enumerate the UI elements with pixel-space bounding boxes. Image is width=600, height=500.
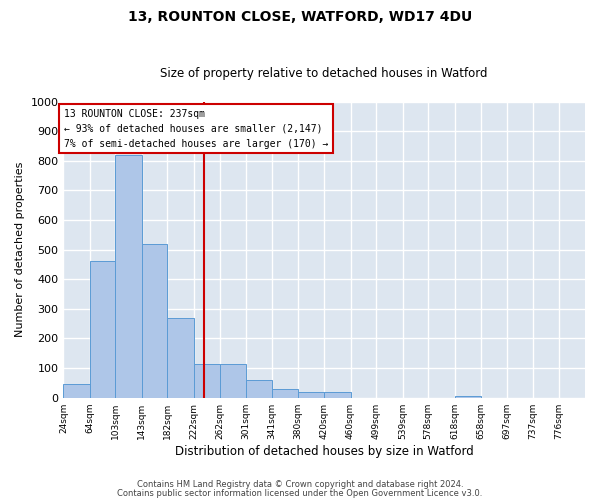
Bar: [455, 396, 481, 398]
Bar: [324, 392, 350, 398]
X-axis label: Distribution of detached houses by size in Watford: Distribution of detached houses by size …: [175, 444, 473, 458]
Text: Contains HM Land Registry data © Crown copyright and database right 2024.: Contains HM Land Registry data © Crown c…: [137, 480, 463, 489]
Text: 13 ROUNTON CLOSE: 237sqm
← 93% of detached houses are smaller (2,147)
7% of semi: 13 ROUNTON CLOSE: 237sqm ← 93% of detach…: [64, 109, 328, 148]
Bar: [64, 384, 90, 398]
Bar: [272, 389, 298, 398]
Bar: [194, 364, 220, 398]
Bar: [220, 364, 246, 398]
Bar: [246, 380, 272, 398]
Bar: [298, 392, 324, 398]
Text: 13, ROUNTON CLOSE, WATFORD, WD17 4DU: 13, ROUNTON CLOSE, WATFORD, WD17 4DU: [128, 10, 472, 24]
Bar: [115, 155, 142, 398]
Bar: [142, 244, 167, 398]
Bar: [167, 318, 194, 398]
Title: Size of property relative to detached houses in Watford: Size of property relative to detached ho…: [160, 66, 488, 80]
Text: Contains public sector information licensed under the Open Government Licence v3: Contains public sector information licen…: [118, 490, 482, 498]
Bar: [90, 262, 115, 398]
Y-axis label: Number of detached properties: Number of detached properties: [15, 162, 25, 338]
